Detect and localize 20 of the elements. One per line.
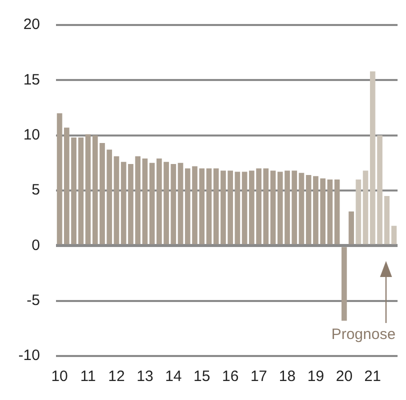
x-tick-label: 15: [194, 368, 210, 386]
x-tick-label: 13: [136, 368, 154, 386]
y-tick-label: 15: [23, 71, 40, 88]
x-tick-label: 14: [165, 368, 182, 386]
annotation: Prognose: [331, 326, 396, 344]
x-tick-label: 18: [278, 368, 296, 386]
x-tick-label: 12: [108, 368, 125, 386]
x-tick-label: 10: [51, 368, 68, 386]
x-tick-label: 16: [222, 368, 239, 386]
y-tick-label: 0: [32, 236, 40, 254]
x-tick-label: 19: [307, 368, 324, 386]
y-tick-label: -10: [18, 347, 40, 364]
x-tick-label: 17: [250, 368, 268, 386]
y-tick-label: 10: [23, 126, 40, 144]
x-tick-label: 11: [80, 368, 96, 386]
y-tick-label: 20: [23, 16, 40, 34]
y-tick-label: 5: [32, 182, 40, 199]
y-tick-label: -5: [26, 292, 40, 309]
x-tick-label: 20: [336, 368, 353, 386]
x-tick-label: 21: [364, 368, 381, 386]
